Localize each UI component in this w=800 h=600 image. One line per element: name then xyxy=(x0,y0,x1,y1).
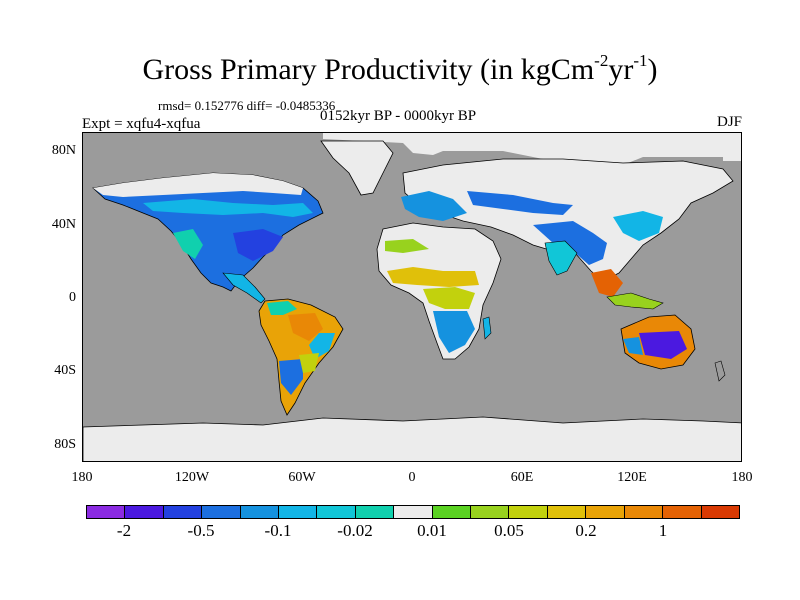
madagascar xyxy=(482,316,492,340)
lon-label-60e: 60E xyxy=(510,470,534,485)
colorbar-segment xyxy=(547,506,587,518)
colorbar-segment xyxy=(624,506,664,518)
colorbar-segment xyxy=(279,506,318,518)
arctic-ice xyxy=(323,133,741,165)
lat-label-40s: 40S xyxy=(54,363,76,378)
russia-boreal xyxy=(467,191,573,215)
lon-label-120e: 120E xyxy=(617,470,647,485)
australia-west xyxy=(623,337,643,355)
asia-east xyxy=(613,211,663,241)
lon-label-180e: 180 xyxy=(731,470,753,485)
experiment-label: Expt = xqfu4-xqfua xyxy=(82,116,201,132)
sa-north xyxy=(267,301,297,315)
australia-center xyxy=(639,331,687,359)
colorbar-segment xyxy=(87,506,126,518)
colorbar-segment xyxy=(586,506,625,518)
na-west xyxy=(173,229,203,259)
sa-southeast xyxy=(299,353,319,373)
lon-label-120w: 120W xyxy=(174,470,210,485)
lat-label-80s: 80S xyxy=(54,437,76,452)
sahel xyxy=(387,267,479,287)
colorbar xyxy=(86,505,740,519)
colorbar-segment xyxy=(125,506,164,518)
colorbar-label: 0.01 xyxy=(417,521,447,540)
lat-label-40n: 40N xyxy=(51,217,76,232)
colorbar-segment xyxy=(202,506,241,518)
stats-text: rmsd= 0.152776 diff= -0.0485336 xyxy=(158,98,336,113)
period-label: 0152kyr BP - 0000kyr BP xyxy=(320,108,477,124)
colorbar-label: -2 xyxy=(116,521,132,540)
eurasia xyxy=(402,158,734,282)
antarctica xyxy=(83,416,741,461)
map-title: Gross Primary Productivity (in kgCm-2yr-… xyxy=(142,51,658,86)
colorbar-label: -0.02 xyxy=(337,521,373,540)
europe-west xyxy=(401,191,467,221)
colorbar-label: -0.1 xyxy=(264,521,292,540)
sa-south xyxy=(279,359,303,395)
colorbar-label: 0.2 xyxy=(575,521,597,540)
season-label: DJF xyxy=(716,114,742,130)
lon-label-0: 0 xyxy=(408,470,416,485)
lat-label-80n: 80N xyxy=(51,143,76,158)
na-boreal xyxy=(143,199,313,217)
colorbar-segment xyxy=(663,506,702,518)
africa-central xyxy=(423,287,475,309)
na-tundra xyxy=(93,173,303,197)
colorbar-label: 1 xyxy=(658,521,668,540)
greenland xyxy=(320,140,394,196)
colorbar-label: -0.5 xyxy=(187,521,215,540)
indonesia xyxy=(606,292,664,310)
india xyxy=(544,240,578,276)
se-asia xyxy=(591,269,623,297)
sa-east xyxy=(309,333,335,359)
colorbar-segment xyxy=(317,506,356,518)
colorbar-segment xyxy=(355,506,395,518)
africa-south xyxy=(433,311,475,353)
colorbar-segment xyxy=(471,506,510,518)
na-east xyxy=(233,229,283,261)
lat-label-0: 0 xyxy=(69,290,76,305)
central-america xyxy=(222,272,266,304)
colorbar-segment xyxy=(240,506,280,518)
colorbar-segment xyxy=(394,506,433,518)
map-canvas xyxy=(83,133,741,461)
asia-south xyxy=(533,221,607,265)
colorbar-segment xyxy=(701,506,739,518)
colorbar-label: 0.05 xyxy=(494,521,524,540)
world-map xyxy=(82,132,742,462)
north-africa-band xyxy=(385,239,429,253)
sa-center-hi xyxy=(288,313,323,341)
new-zealand xyxy=(714,360,726,382)
colorbar-segment xyxy=(509,506,548,518)
lon-label-60w: 60W xyxy=(288,470,316,485)
colorbar-segment xyxy=(432,506,472,518)
colorbar-segment xyxy=(163,506,203,518)
lon-label-180w: 180 xyxy=(71,470,93,485)
